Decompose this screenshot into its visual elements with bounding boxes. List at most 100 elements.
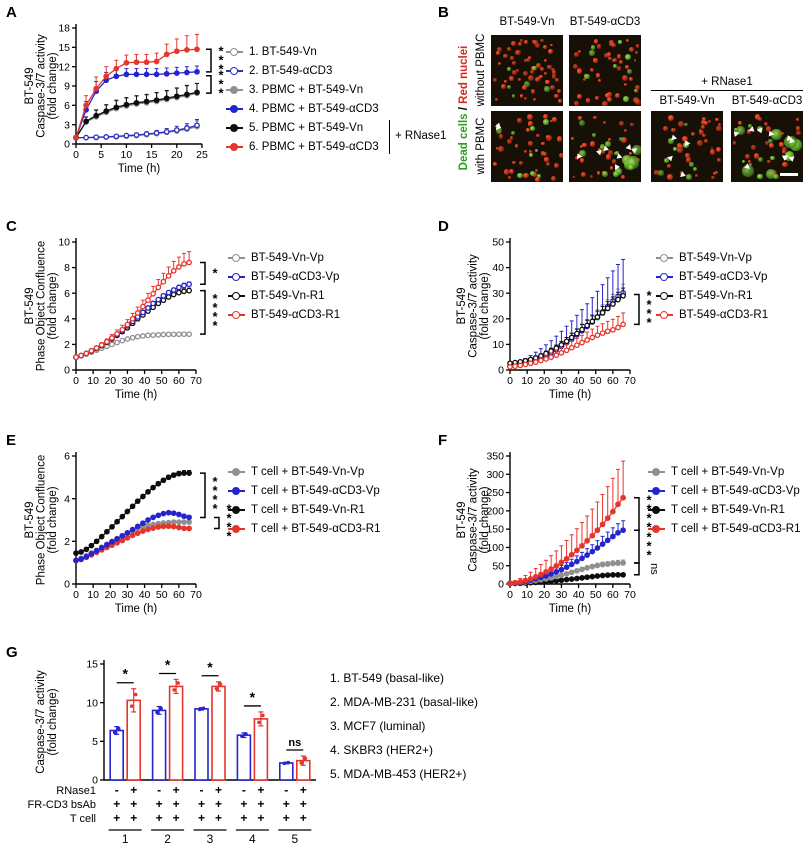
group-label: 3	[207, 832, 214, 846]
red-nucleus-dot	[703, 138, 709, 144]
red-nucleus-dot	[506, 139, 512, 145]
sig-label: *	[646, 519, 652, 534]
red-nucleus-dot	[716, 147, 722, 153]
sig-label: *	[212, 300, 218, 315]
y-tick: 9	[64, 81, 70, 93]
legend-item: T cell + BT-549-Vn-Vp	[228, 462, 380, 481]
dead-cell-dot	[535, 148, 539, 153]
legend-marker-icon	[648, 524, 665, 533]
y-tick: 20	[492, 313, 504, 325]
legend-label: BT-549-αCD3-R1	[679, 308, 769, 321]
y-tick: 2	[64, 339, 70, 351]
legend-item: T cell + BT-549-Vn-R1	[648, 500, 800, 519]
x-tick: 30	[122, 375, 134, 387]
dead-cell-dot	[516, 172, 523, 179]
red-nucleus-dot	[496, 124, 500, 128]
red-nucleus-dot	[684, 152, 691, 159]
dead-cell-dot	[766, 168, 777, 179]
x-tick: 0	[507, 589, 513, 601]
dead-cell-dot	[532, 65, 537, 71]
red-nucleus-dot	[507, 47, 511, 52]
x-axis-title: Time (h)	[549, 389, 592, 401]
red-nucleus-dot	[503, 169, 509, 175]
x-tick: 20	[171, 149, 183, 161]
micrograph-with-pbmc-rnase1-bt549-acd3	[731, 111, 803, 182]
red-nucleus-dot	[619, 120, 625, 126]
dead-cell-dot	[578, 120, 585, 127]
red-nucleus-dot	[629, 47, 635, 53]
dead-cell-dot	[784, 135, 797, 149]
dead-cell-dot	[632, 144, 641, 156]
sig-label: *	[218, 44, 224, 59]
y-tick: 0	[64, 365, 70, 377]
stain-separator: /	[458, 103, 470, 114]
dead-cell-dot	[544, 86, 550, 92]
x-tick: 70	[190, 375, 202, 387]
condition-value: +	[257, 783, 264, 797]
dead-cell-dot	[633, 88, 637, 92]
dead-cell-dot	[612, 170, 620, 177]
legend-marker-icon	[228, 272, 245, 281]
red-nucleus-dot	[571, 136, 575, 140]
red-nucleus-dot	[604, 93, 610, 99]
col-label-bt549-vn: BT-549-Vn	[499, 16, 555, 28]
red-nucleus-dot	[750, 145, 756, 150]
x-tick: 50	[590, 589, 602, 601]
condition-value: +	[113, 811, 120, 825]
red-nucleus-dot	[577, 49, 582, 54]
red-nucleus-dot	[717, 158, 722, 163]
red-nucleus-dot	[536, 133, 541, 138]
group-label: 1	[122, 832, 129, 846]
x-tick: 40	[139, 375, 151, 387]
sig-label: *	[212, 309, 218, 324]
red-nucleus-dot	[598, 79, 602, 83]
micrograph-with-pbmc-bt549-acd3	[569, 111, 641, 182]
cell-line-item: 2. MDA-MB-231 (basal-like)	[330, 695, 479, 709]
y-axis-title: (fold change)	[47, 688, 59, 755]
y-tick: 150	[486, 524, 504, 536]
legend-item: BT-549-Vn-R1	[656, 286, 768, 305]
red-nucleus-dot	[634, 51, 638, 55]
legend-label: 2. BT-549-αCD3	[249, 64, 333, 77]
dead-cell-dot	[506, 84, 511, 90]
legend-panel-e: T cell + BT-549-Vn-Vp T cell + BT-549-αCD…	[228, 462, 380, 538]
red-nucleus-dot	[624, 65, 629, 70]
sig-label: *	[646, 492, 652, 507]
red-nucleus-dot	[535, 43, 541, 48]
red-nucleus-dot	[517, 118, 522, 123]
legend-item: BT-549-Vn-R1	[228, 286, 340, 305]
red-nucleus-dot	[519, 94, 523, 98]
sig-label: *	[218, 53, 224, 68]
condition-value: +	[156, 797, 163, 811]
legend-item: BT-549-Vn-Vp	[228, 248, 340, 267]
micrograph-without-pbmc-bt549-vn	[491, 35, 563, 106]
y-tick: 3	[64, 119, 70, 131]
red-nucleus-dot	[515, 69, 520, 73]
red-nucleus-dot	[595, 73, 601, 78]
red-nucleus-dot	[690, 131, 695, 136]
dead-cell-dot	[627, 163, 634, 170]
legend-item: BT-549-αCD3-Vp	[228, 267, 340, 286]
legend-marker-icon	[228, 524, 245, 533]
y-tick: 300	[486, 469, 504, 481]
red-nucleus-dot	[557, 90, 561, 94]
red-nucleus-dot	[556, 136, 563, 142]
condition-value: +	[215, 797, 222, 811]
red-nucleus-dot	[532, 97, 537, 102]
x-tick: 70	[624, 375, 636, 387]
dead-cell-dot	[770, 155, 775, 161]
red-nucleus-dot	[520, 38, 524, 42]
row-label-without-pbmc: without PBMC	[475, 33, 487, 107]
legend-panel-c: BT-549-Vn-Vp BT-549-αCD3-Vp BT-549-Vn-R1 BT…	[228, 248, 340, 324]
dead-cell-dot	[529, 170, 536, 177]
red-nucleus-dot	[581, 171, 587, 178]
dead-cell-dot	[658, 170, 664, 176]
red-nucleus-dot	[700, 120, 706, 126]
legend-panel-d: BT-549-Vn-Vp BT-549-αCD3-Vp BT-549-Vn-R1 BT…	[656, 248, 768, 324]
red-nucleus-dot	[590, 68, 595, 73]
red-nucleus-dot	[676, 143, 682, 149]
red-nucleus-dot	[540, 38, 544, 43]
x-axis-title: Time (h)	[115, 603, 158, 615]
rnase-bracket-line	[389, 120, 390, 154]
x-tick: 50	[156, 589, 168, 601]
